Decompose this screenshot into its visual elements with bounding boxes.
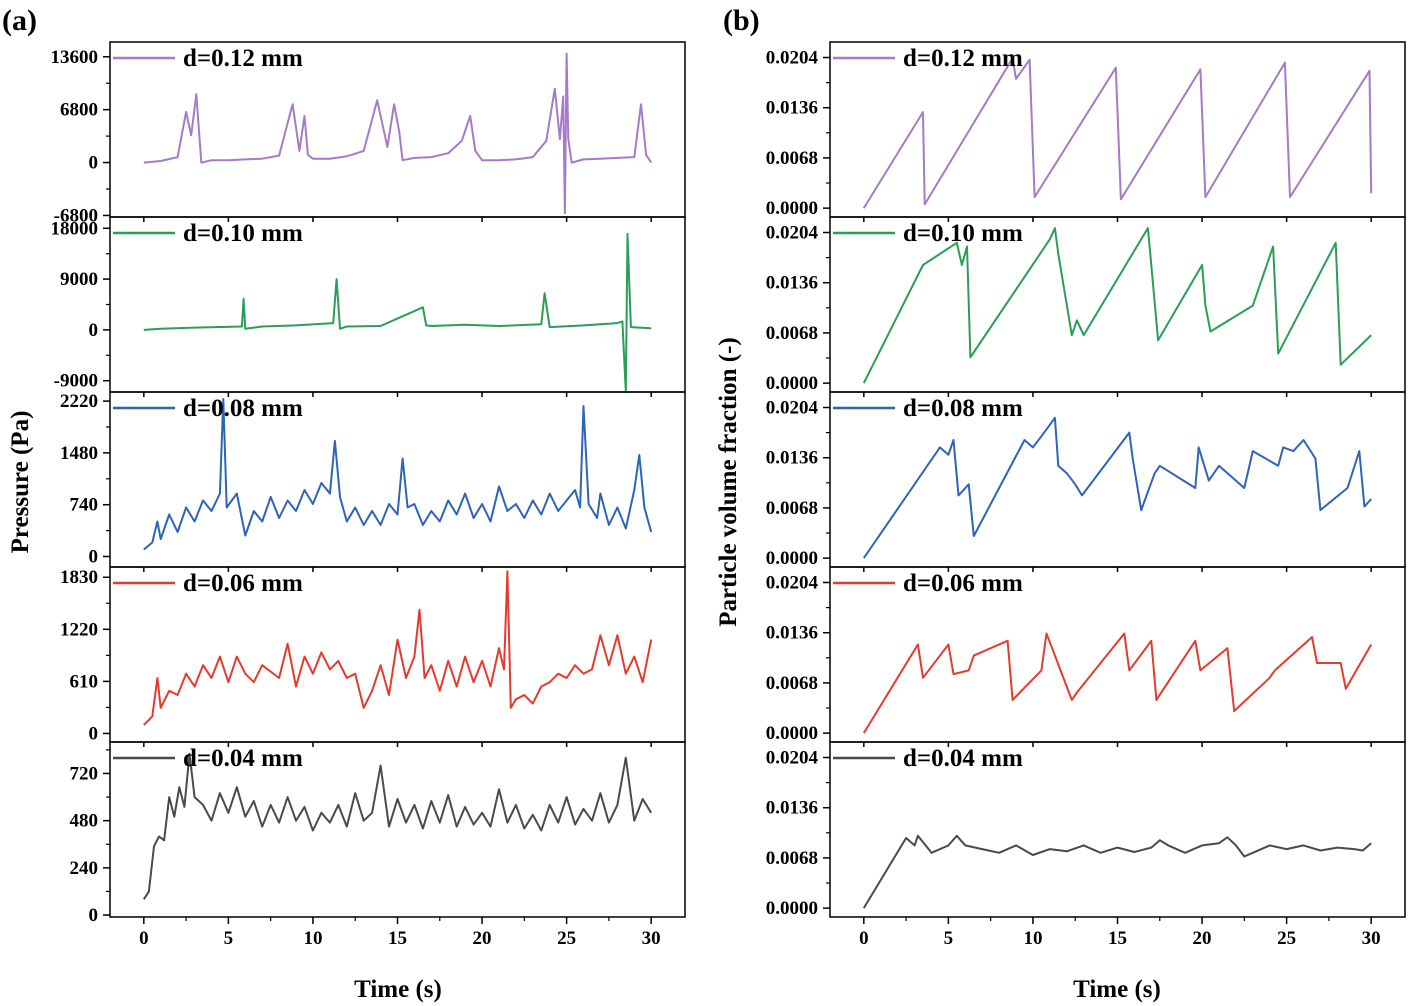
x-tick-label: 10 [1023,928,1042,949]
subplot-5: 0 240 480 720 0 5 10 15 20 25 30 d=0.04 mm [70,741,686,949]
subplot-2: 0.0000 0.0068 0.0136 0.0204 d=0.10 mm [766,216,1406,397]
y-tick-label: 0.0204 [766,48,819,69]
series-line-008 [862,416,1372,559]
panel-a-x-axis-label: Time (s) [354,976,442,1003]
y-tick-label: 9000 [60,269,98,290]
subplot-1: 0.0000 0.0068 0.0136 0.0204 d=0.12 mm [766,41,1406,222]
subplot-4: 0 610 1220 1830 d=0.06 mm [60,566,686,747]
y-tick-label: 0.0000 [766,898,818,919]
y-tick-label: 610 [70,671,99,692]
y-tick-label: 0.0068 [766,498,818,519]
y-tick-label: 240 [70,858,99,879]
y-tick-label: 0.0068 [766,148,818,169]
x-tick-label: 30 [1362,928,1381,949]
y-tick-label: 0 [89,320,99,341]
series-line-004 [862,834,1372,909]
x-tick-label: 10 [303,928,322,949]
y-tick-label: 0 [89,905,99,926]
subplot-4: 0.0000 0.0068 0.0136 0.0204 d=0.06 mm [766,566,1406,747]
y-tick-label: 1830 [60,567,98,588]
panel-b-y-axis-label: Particle volume fraction (-) [715,337,742,626]
panel-a-y-axis-label: Pressure (Pa) [7,411,34,554]
series-line-010 [143,232,652,393]
y-tick-label: 1480 [60,443,98,464]
y-tick-label: 0.0204 [766,223,819,244]
y-tick-label: 0.0068 [766,848,818,869]
y-tick-label: 13600 [51,47,99,68]
y-tick-label: 0.0136 [766,98,818,119]
x-tick-label: 15 [388,928,407,949]
x-tick-label: 20 [1193,928,1212,949]
y-tick-label: 1220 [60,619,98,640]
legend-label: d=0.12 mm [903,45,1023,72]
x-tick-label: 25 [557,928,576,949]
y-tick-label: 0.0068 [766,323,818,344]
subplot-2: -9000 0 9000 18000 d=0.10 mm [51,216,686,397]
legend-label: d=0.08 mm [183,395,303,422]
legend-label: d=0.06 mm [183,570,303,597]
x-tick-label: 15 [1108,928,1127,949]
y-tick-label: 0.0000 [766,723,818,744]
y-tick-label: 0 [89,723,99,744]
y-tick-label: 0 [89,153,99,174]
y-tick-label: 720 [70,763,99,784]
series-line-010 [862,227,1372,384]
panel-a-chart: -6800 0 6800 13600 d=0.12 mm -9000 0 9000 18000 d… [51,41,686,949]
series-line-012 [862,57,1373,209]
y-tick-label: 0.0068 [766,673,818,694]
x-tick-label: 5 [944,928,954,949]
y-tick-label: 480 [70,811,99,832]
legend-label: d=0.10 mm [903,220,1023,247]
y-tick-label: 0.0000 [766,373,818,394]
y-tick-label: 0.0204 [766,573,819,594]
y-tick-label: 0.0136 [766,273,818,294]
subplot-3: 0 740 1480 2220 d=0.08 mm [60,391,686,572]
legend-label: d=0.08 mm [903,395,1023,422]
plot-area: -6800 0 6800 13600 d=0.12 mm -9000 0 9000 18000 d… [51,41,1406,949]
legend-label: d=0.10 mm [183,220,303,247]
series-line-008 [143,398,653,551]
y-tick-label: -6800 [54,205,98,226]
panel-letter-a: (a) [2,4,37,37]
y-tick-label: 0 [89,547,99,568]
x-tick-label: 0 [139,928,149,949]
x-tick-label: 20 [473,928,492,949]
y-tick-label: -9000 [54,371,98,392]
subplot-1: -6800 0 6800 13600 d=0.12 mm [51,41,686,226]
y-tick-label: 6800 [60,100,98,121]
subplot-5: 0.0000 0.0068 0.0136 0.0204 0 5 10 15 20 25 30 d=0.… [766,741,1406,949]
series-line-012 [143,52,653,215]
panel-letter-b: (b) [723,4,760,37]
subplot-3: 0.0000 0.0068 0.0136 0.0204 d=0.08 mm [766,391,1406,572]
y-tick-label: 0.0000 [766,198,818,219]
y-tick-label: 0.0136 [766,448,818,469]
legend-label: d=0.04 mm [903,745,1023,772]
series-line-004 [142,752,653,900]
x-tick-label: 5 [224,928,234,949]
panel-b-x-axis-label: Time (s) [1073,976,1161,1003]
legend-label: d=0.04 mm [183,745,303,772]
x-tick-label: 0 [859,928,869,949]
y-tick-label: 740 [70,495,99,516]
legend-label: d=0.06 mm [903,570,1023,597]
y-tick-label: 18000 [51,218,99,239]
series-line-006 [862,632,1373,734]
y-tick-label: 0.0204 [766,398,819,419]
y-tick-label: 0.0204 [766,748,819,769]
x-tick-label: 25 [1277,928,1296,949]
y-tick-label: 0.0000 [766,548,818,569]
series-line-006 [143,570,653,726]
x-tick-label: 30 [642,928,661,949]
y-tick-label: 0.0136 [766,798,818,819]
y-tick-label: 2220 [60,391,98,412]
y-tick-label: 0.0136 [766,623,818,644]
legend-label: d=0.12 mm [183,45,303,72]
